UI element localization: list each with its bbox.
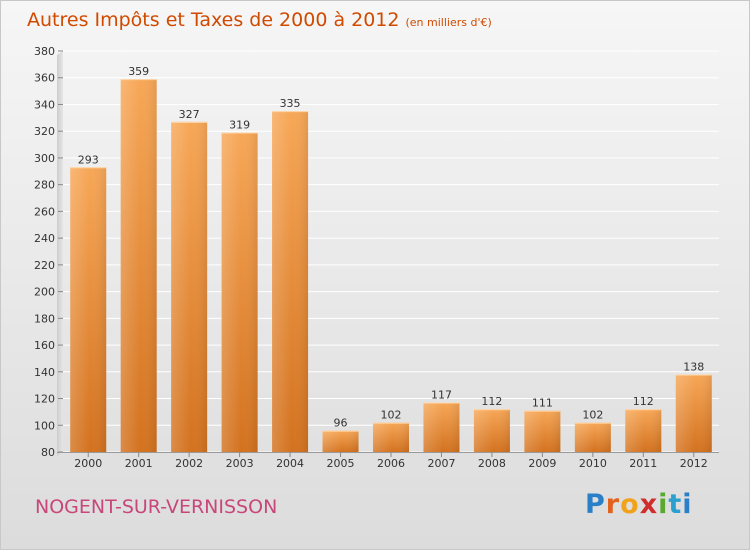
y-tick-label: 360 [34, 72, 55, 85]
y-tick-label: 240 [34, 232, 55, 245]
x-tick-label-2012: 2012 [680, 457, 708, 470]
bar-shade-2010 [574, 422, 611, 452]
bar-shade-2001 [120, 79, 157, 452]
y-tick-label: 160 [34, 339, 55, 352]
logo-letter: i [682, 489, 693, 520]
logo-letter: o [620, 489, 640, 520]
value-label-2004: 335 [280, 97, 301, 110]
y-tick-label: 280 [34, 179, 55, 192]
y-tick-label: 140 [34, 366, 55, 379]
x-tick-label-2009: 2009 [528, 457, 556, 470]
logo-letter: i [658, 489, 669, 520]
chart-unit: (en milliers d'€) [405, 16, 492, 29]
logo-letter: P [585, 489, 606, 520]
y-tick-label: 200 [34, 286, 55, 299]
bar-shade-2005 [322, 430, 359, 452]
value-label-2012: 138 [683, 360, 704, 373]
y-tick-label: 300 [34, 152, 55, 165]
bar-shade-2006 [373, 422, 409, 452]
bar-shade-2000 [70, 167, 107, 453]
x-tick-label-2002: 2002 [175, 457, 203, 470]
logo-letter: r [605, 489, 621, 520]
value-label-2008: 112 [481, 395, 502, 408]
x-tick-label-2007: 2007 [427, 457, 455, 470]
bar-shade-2011 [625, 409, 662, 452]
bar-shade-2002 [171, 121, 208, 453]
y-tick-label: 180 [34, 312, 55, 325]
plot-left-wall [57, 51, 63, 456]
y-tick-label: 220 [34, 259, 55, 272]
logo-letter: t [668, 489, 683, 520]
y-tick-label: 380 [34, 45, 55, 58]
x-tick-label-2006: 2006 [377, 457, 405, 470]
value-label-2001: 359 [128, 65, 149, 78]
x-tick-label-2003: 2003 [226, 457, 254, 470]
y-tick-label: 320 [34, 125, 55, 138]
y-tick-label: 100 [34, 419, 55, 432]
bar-shade-2007 [423, 402, 460, 452]
y-tick-label: 120 [34, 393, 55, 406]
x-tick-label-2011: 2011 [629, 457, 657, 470]
bar-shade-2004 [272, 111, 309, 453]
bar-shade-2003 [221, 132, 258, 452]
y-tick-label: 80 [41, 446, 55, 459]
value-label-2010: 102 [582, 409, 603, 422]
x-tick-label-2008: 2008 [478, 457, 506, 470]
value-label-2000: 293 [78, 153, 99, 166]
value-label-2009: 111 [532, 397, 553, 410]
value-label-2011: 112 [633, 395, 654, 408]
value-label-2005: 96 [334, 417, 348, 430]
y-tick-label: 260 [34, 205, 55, 218]
bar-layer [70, 79, 712, 453]
x-tick-label-2004: 2004 [276, 457, 304, 470]
proxiti-logo[interactable]: Proxiti [585, 489, 693, 520]
y-tick-label: 340 [34, 98, 55, 111]
x-tick-label-2010: 2010 [579, 457, 607, 470]
value-label-2002: 327 [179, 108, 200, 121]
value-label-2003: 319 [229, 119, 250, 132]
bar-shade-2009 [524, 410, 561, 452]
logo-letter: x [639, 489, 659, 520]
chart-title-text: Autres Impôts et Taxes de 2000 à 2012 [27, 9, 400, 31]
axis-layer: 80 100 120 140 160 180 200 220 240 260 280 300 320 34… [34, 45, 719, 459]
x-tick-label-2001: 2001 [125, 457, 153, 470]
label-layer: 293 2000 359 2001 327 2002 319 2003 335 2004 96 200… [74, 65, 708, 470]
value-label-2007: 117 [431, 389, 452, 402]
city-name: NOGENT-SUR-VERNISSON [35, 496, 278, 518]
chart-title: Autres Impôts et Taxes de 2000 à 2012 (en… [27, 9, 492, 31]
value-label-2006: 102 [381, 409, 402, 422]
bar-shade-2012 [675, 374, 712, 452]
x-tick-label-2000: 2000 [74, 457, 102, 470]
bar-shade-2008 [473, 409, 510, 452]
x-tick-label-2005: 2005 [327, 457, 355, 470]
